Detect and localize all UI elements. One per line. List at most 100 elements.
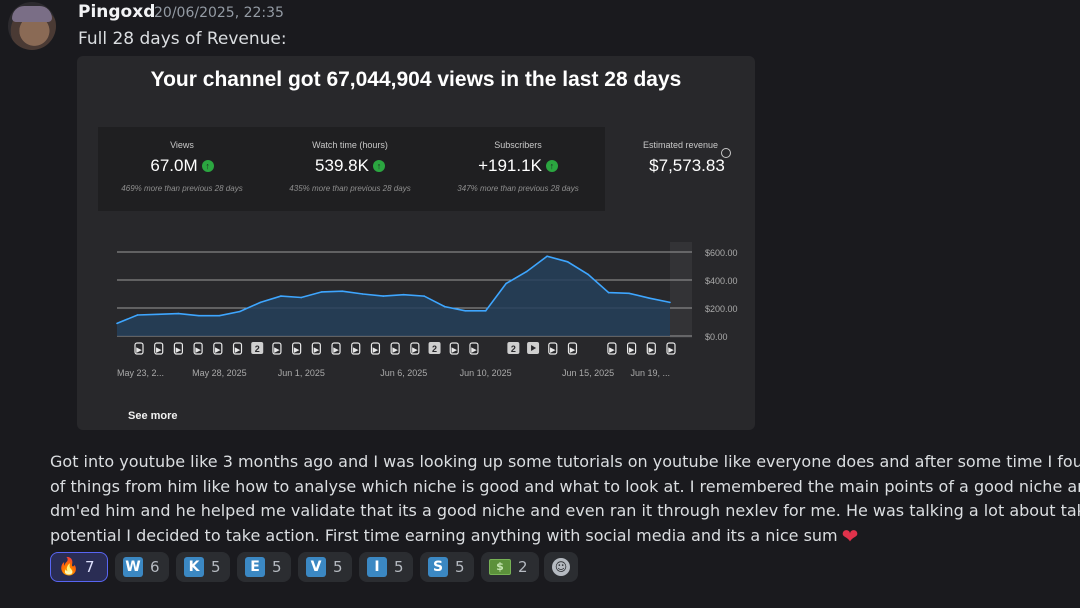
money-icon: $ xyxy=(489,559,511,575)
upload-count-label: 2 xyxy=(432,344,437,354)
shorts-icon: ▸ xyxy=(668,343,674,356)
upload-count-icon xyxy=(507,342,520,354)
shorts-icon: ▸ xyxy=(195,343,201,356)
data-point xyxy=(443,305,446,308)
shorts-icon xyxy=(272,342,282,355)
data-point xyxy=(157,313,159,316)
upload-count-icon xyxy=(251,342,264,354)
shorts-icon xyxy=(626,342,637,355)
see-more-link[interactable]: See more xyxy=(128,410,178,422)
stat-label: Estimated revenueo xyxy=(617,140,755,158)
data-point xyxy=(341,290,344,292)
reaction-count: 6 xyxy=(150,558,160,576)
shorts-icon: ▸ xyxy=(176,343,182,356)
shorts-icon: ▸ xyxy=(353,343,359,356)
data-point xyxy=(505,282,507,285)
data-point xyxy=(362,293,364,295)
stat-value: 67.0M ↑ xyxy=(98,156,266,176)
reaction-money[interactable]: $2 xyxy=(481,552,539,582)
data-point xyxy=(484,310,487,312)
avatar[interactable] xyxy=(8,2,56,50)
shorts-icon xyxy=(311,342,321,355)
shorts-icon xyxy=(390,342,400,355)
x-tick-label: Jun 1, 2025 xyxy=(278,368,325,378)
shorts-icon: ▸ xyxy=(570,343,576,356)
message-line: of things from him like how to analyse w… xyxy=(50,476,1080,496)
clock-icon: o xyxy=(721,148,732,158)
shorts-icon: ▸ xyxy=(215,343,221,356)
shorts-icon xyxy=(331,342,341,355)
upload-count-icon xyxy=(428,342,441,354)
x-tick-label: Jun 19, ... xyxy=(630,368,670,378)
data-point xyxy=(628,292,630,295)
shorts-icon xyxy=(193,342,203,355)
stat-note: 347% more than previous 28 days xyxy=(457,184,579,193)
shorts-icon xyxy=(469,342,479,355)
shorts-icon: ▸ xyxy=(412,343,418,356)
shorts-icon: ▸ xyxy=(314,343,320,356)
stat-note: 435% more than previous 28 days xyxy=(289,184,411,193)
stat-label: Watch time (hours) xyxy=(312,140,388,150)
reaction-fire[interactable]: 🔥 7 xyxy=(50,552,108,582)
shorts-icon: ▸ xyxy=(649,343,655,356)
y-tick-label: $600.00 xyxy=(705,248,738,258)
shorts-icon xyxy=(173,342,184,355)
data-point xyxy=(321,291,323,293)
y-tick-label: $200.00 xyxy=(705,304,738,314)
data-point xyxy=(259,301,262,304)
shorts-icon: ▸ xyxy=(136,343,142,356)
shorts-icon xyxy=(134,342,144,355)
message-line: Got into youtube like 3 months ago and I… xyxy=(50,452,1080,471)
shorts-icon xyxy=(666,342,676,355)
up-arrow-icon: ↑ xyxy=(201,160,214,172)
stat-value: 539.8K ↑ xyxy=(266,156,434,176)
data-point xyxy=(239,310,241,313)
stat-value: +191.1K ↑ xyxy=(434,156,602,176)
x-tick-label: Jun 6, 2025 xyxy=(380,368,427,378)
add-reaction-button[interactable]: ☺ xyxy=(544,552,578,582)
reaction-count: 2 xyxy=(518,558,528,576)
image-embed[interactable]: Your channel got 67,044,904 views in the… xyxy=(77,56,755,430)
reaction-count: 5 xyxy=(272,558,282,576)
data-point xyxy=(587,273,589,276)
shorts-icon xyxy=(213,342,223,355)
shorts-icon: ▸ xyxy=(294,343,300,356)
shorts-icon xyxy=(154,342,164,355)
data-point xyxy=(525,270,528,273)
reaction-count: 5 xyxy=(394,558,404,576)
message-line: potential I decided to take action. Firs… xyxy=(50,523,859,548)
shorts-icon xyxy=(410,342,420,355)
play-icon xyxy=(531,345,537,351)
data-point xyxy=(136,314,139,316)
author-name[interactable]: Pingoxd xyxy=(78,2,156,22)
fire-icon: 🔥 xyxy=(58,557,80,577)
chart-line xyxy=(116,255,671,325)
shorts-icon: ▸ xyxy=(550,343,556,356)
shorts-icon: ▸ xyxy=(156,343,162,356)
data-point xyxy=(218,314,221,317)
regional-s-icon: S xyxy=(428,557,448,577)
stats-box: Views 67.0M ↑ 469% more than previous 28 … xyxy=(98,127,605,211)
regional-k-icon: K xyxy=(184,557,204,577)
stat-value: $7,573.83 xyxy=(649,156,725,175)
shorts-icon xyxy=(370,342,381,355)
shorts-icon xyxy=(292,342,302,355)
shorts-icon: ▸ xyxy=(274,343,280,356)
shorts-icon: ▸ xyxy=(629,343,635,356)
reaction-count: 7 xyxy=(85,558,95,576)
regional-v-icon: V xyxy=(306,557,326,577)
shorts-icon xyxy=(232,342,243,355)
data-point xyxy=(546,255,548,257)
message-line: dm'ed him and he helped me validate that… xyxy=(50,501,1080,520)
data-point xyxy=(607,291,610,294)
data-point xyxy=(402,293,405,296)
data-point xyxy=(464,310,467,312)
up-arrow-icon: ↑ xyxy=(372,160,385,172)
shorts-icon xyxy=(548,342,558,355)
